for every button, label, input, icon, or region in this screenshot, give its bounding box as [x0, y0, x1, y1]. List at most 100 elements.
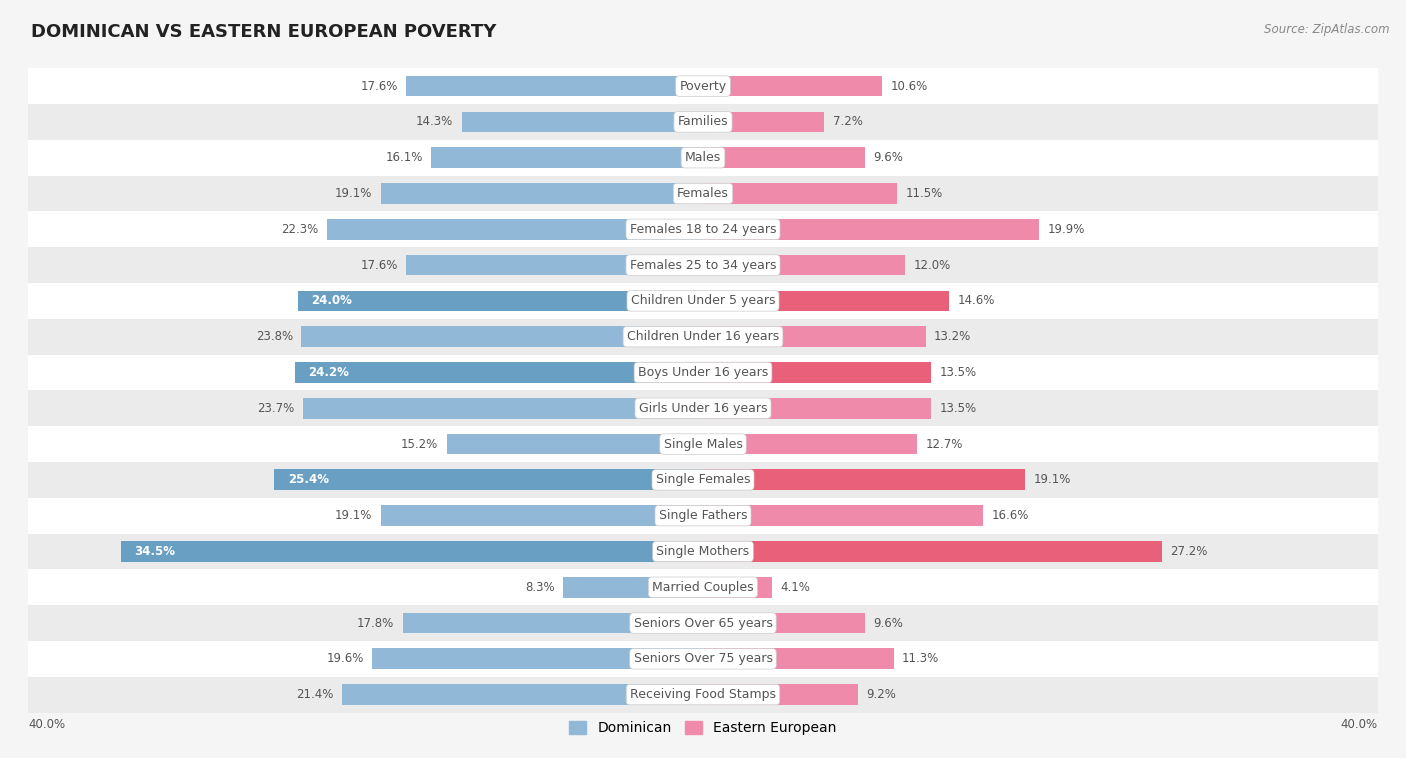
Text: 25.4%: 25.4%	[288, 473, 329, 487]
Bar	[703, 506, 983, 526]
Text: 9.2%: 9.2%	[866, 688, 897, 701]
FancyBboxPatch shape	[28, 534, 1378, 569]
Text: 17.8%: 17.8%	[357, 616, 394, 630]
FancyBboxPatch shape	[28, 498, 1378, 534]
Text: 40.0%: 40.0%	[28, 718, 65, 731]
Bar	[326, 219, 703, 240]
Text: 10.6%: 10.6%	[890, 80, 928, 92]
Text: Females 25 to 34 years: Females 25 to 34 years	[630, 258, 776, 271]
Text: Girls Under 16 years: Girls Under 16 years	[638, 402, 768, 415]
Text: Families: Families	[678, 115, 728, 128]
FancyBboxPatch shape	[28, 569, 1378, 605]
FancyBboxPatch shape	[28, 319, 1378, 355]
FancyBboxPatch shape	[28, 283, 1378, 319]
FancyBboxPatch shape	[28, 605, 1378, 641]
Bar	[274, 469, 703, 490]
Text: 17.6%: 17.6%	[360, 80, 398, 92]
Bar	[381, 506, 703, 526]
Bar	[447, 434, 703, 455]
Text: Females 18 to 24 years: Females 18 to 24 years	[630, 223, 776, 236]
Text: 19.1%: 19.1%	[335, 187, 373, 200]
Text: 13.5%: 13.5%	[939, 402, 976, 415]
Bar	[461, 111, 703, 133]
FancyBboxPatch shape	[28, 247, 1378, 283]
Bar	[703, 469, 1025, 490]
Bar	[703, 398, 931, 418]
FancyBboxPatch shape	[28, 68, 1378, 104]
FancyBboxPatch shape	[28, 104, 1378, 139]
Bar	[295, 362, 703, 383]
Text: 23.8%: 23.8%	[256, 330, 292, 343]
FancyBboxPatch shape	[28, 641, 1378, 677]
Text: 11.3%: 11.3%	[903, 653, 939, 666]
Text: Children Under 16 years: Children Under 16 years	[627, 330, 779, 343]
Text: 16.6%: 16.6%	[991, 509, 1029, 522]
Bar	[703, 684, 858, 705]
FancyBboxPatch shape	[28, 462, 1378, 498]
Bar	[562, 577, 703, 597]
Text: 11.5%: 11.5%	[905, 187, 942, 200]
Text: 19.1%: 19.1%	[1033, 473, 1071, 487]
FancyBboxPatch shape	[28, 426, 1378, 462]
Bar	[703, 255, 905, 275]
Text: 12.0%: 12.0%	[914, 258, 950, 271]
Bar	[703, 541, 1161, 562]
Bar	[432, 147, 703, 168]
Text: 21.4%: 21.4%	[297, 688, 333, 701]
Bar	[406, 255, 703, 275]
Text: 40.0%: 40.0%	[1341, 718, 1378, 731]
Text: 14.6%: 14.6%	[957, 294, 995, 308]
Bar	[703, 648, 894, 669]
Text: 19.1%: 19.1%	[335, 509, 373, 522]
Text: 22.3%: 22.3%	[281, 223, 318, 236]
Text: 24.2%: 24.2%	[308, 366, 349, 379]
Bar	[703, 111, 824, 133]
Text: 13.2%: 13.2%	[934, 330, 972, 343]
Text: Children Under 5 years: Children Under 5 years	[631, 294, 775, 308]
Text: 13.5%: 13.5%	[939, 366, 976, 379]
Text: DOMINICAN VS EASTERN EUROPEAN POVERTY: DOMINICAN VS EASTERN EUROPEAN POVERTY	[31, 23, 496, 41]
Legend: Dominican, Eastern European: Dominican, Eastern European	[564, 716, 842, 741]
Text: Single Females: Single Females	[655, 473, 751, 487]
Text: 7.2%: 7.2%	[832, 115, 863, 128]
Text: 14.3%: 14.3%	[416, 115, 453, 128]
Text: Males: Males	[685, 151, 721, 164]
Bar	[703, 76, 882, 96]
Text: Seniors Over 65 years: Seniors Over 65 years	[634, 616, 772, 630]
Text: Single Males: Single Males	[664, 437, 742, 450]
Bar	[703, 362, 931, 383]
Text: 9.6%: 9.6%	[873, 151, 903, 164]
Text: Married Couples: Married Couples	[652, 581, 754, 594]
Bar	[342, 684, 703, 705]
Text: 17.6%: 17.6%	[360, 258, 398, 271]
FancyBboxPatch shape	[28, 677, 1378, 713]
Text: 4.1%: 4.1%	[780, 581, 810, 594]
Text: Receiving Food Stamps: Receiving Food Stamps	[630, 688, 776, 701]
FancyBboxPatch shape	[28, 176, 1378, 211]
Text: 34.5%: 34.5%	[135, 545, 176, 558]
Text: Poverty: Poverty	[679, 80, 727, 92]
Text: 24.0%: 24.0%	[312, 294, 353, 308]
Text: 8.3%: 8.3%	[524, 581, 554, 594]
Bar	[301, 326, 703, 347]
Bar	[121, 541, 703, 562]
Text: Boys Under 16 years: Boys Under 16 years	[638, 366, 768, 379]
Text: 19.6%: 19.6%	[326, 653, 364, 666]
Text: 27.2%: 27.2%	[1170, 545, 1208, 558]
FancyBboxPatch shape	[28, 139, 1378, 176]
Text: Source: ZipAtlas.com: Source: ZipAtlas.com	[1264, 23, 1389, 36]
FancyBboxPatch shape	[28, 390, 1378, 426]
Bar	[402, 612, 703, 634]
Text: 12.7%: 12.7%	[925, 437, 963, 450]
Text: 19.9%: 19.9%	[1047, 223, 1084, 236]
Bar	[373, 648, 703, 669]
Text: Single Mothers: Single Mothers	[657, 545, 749, 558]
Bar	[703, 183, 897, 204]
Bar	[381, 183, 703, 204]
Text: 15.2%: 15.2%	[401, 437, 439, 450]
Bar	[703, 326, 925, 347]
Bar	[703, 434, 917, 455]
Text: 9.6%: 9.6%	[873, 616, 903, 630]
Text: Seniors Over 75 years: Seniors Over 75 years	[634, 653, 772, 666]
Bar	[406, 76, 703, 96]
